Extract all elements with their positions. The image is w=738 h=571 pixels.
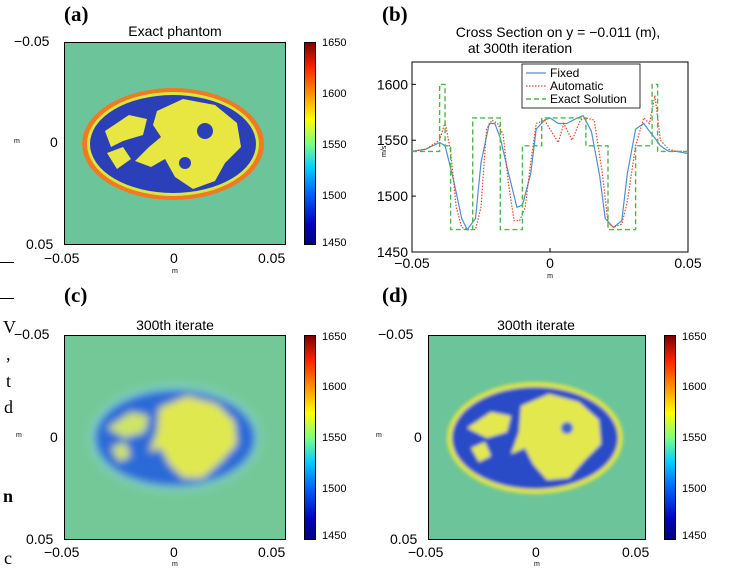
y-tick: 0.05	[26, 531, 54, 547]
colorbar-tick: 1600	[322, 381, 347, 393]
y-tick: −0.05	[14, 33, 50, 49]
cross-section-chart: 1450 1500 1550 1600 −0.05 0 0.05 m/s m Fixed Autom…	[374, 56, 714, 280]
y-tick: −0.05	[378, 326, 414, 342]
colorbar-tick: 1650	[682, 331, 707, 343]
series-line-2	[411, 95, 688, 231]
page-rule	[0, 262, 14, 263]
colorbar-tick: 1550	[322, 139, 347, 151]
text-fragment: t	[6, 371, 12, 391]
panel-c-title: 300th iterate	[136, 317, 214, 333]
x-tick: −0.05	[44, 544, 80, 560]
x-tick: 0.05	[258, 544, 286, 560]
colorbar-tick: 1550	[322, 432, 347, 444]
x-axis-label: m	[547, 273, 553, 280]
panel-letter-a: (a)	[64, 2, 89, 26]
y-tick: 0.05	[390, 531, 418, 547]
panel-d-title: 300th iterate	[497, 317, 575, 333]
x-axis-label: m	[172, 268, 178, 275]
text-fragment: ,	[6, 344, 11, 364]
y-tick: 0	[50, 429, 58, 445]
text-fragment: V	[3, 317, 16, 337]
y-axis-label: m	[376, 432, 382, 439]
x-tick: 0.05	[258, 250, 286, 266]
iterate-fixed-heatmap	[65, 336, 285, 539]
iterate-automatic-heatmap	[429, 336, 645, 539]
y-tick: −0.05	[14, 326, 50, 342]
y-tick-label: 1450	[377, 244, 408, 260]
colorbar-tick: 1650	[322, 37, 347, 49]
panel-letter-c: (c)	[64, 283, 88, 307]
legend-label: Fixed	[550, 66, 579, 80]
x-tick-label: −0.05	[394, 255, 430, 271]
text-fragment: d	[4, 397, 13, 417]
panel-letter-d: (d)	[382, 283, 408, 307]
x-tick: −0.05	[44, 250, 80, 266]
y-axis-label: m	[16, 432, 22, 439]
x-tick-label: 0	[546, 255, 554, 271]
colorbar-tick: 1450	[322, 530, 347, 542]
colorbar-tick: 1500	[322, 190, 347, 202]
x-tick: 0.05	[622, 544, 650, 560]
panel-d-image	[428, 335, 646, 540]
colorbar-tick: 1450	[322, 237, 347, 249]
y-axis-label: m/s	[381, 145, 388, 157]
colorbar-tick: 1450	[682, 530, 707, 542]
panel-b-title-line2: at 300th iteration	[467, 40, 573, 56]
y-tick: 0.05	[26, 236, 54, 252]
x-axis-label: m	[172, 561, 178, 568]
x-tick: 0	[532, 544, 540, 560]
page-rule	[0, 298, 14, 299]
colorbar-tick: 1500	[322, 483, 347, 495]
colorbar-tick: 1600	[682, 381, 707, 393]
text-fragment: n	[3, 486, 14, 506]
panel-a-title: Exact phantom	[128, 23, 222, 39]
cross-section-line-chart: 1450 1500 1550 1600 −0.05 0 0.05 m/s m FixedAutom…	[377, 61, 702, 280]
legend-label: Exact Solution	[550, 92, 627, 106]
text-fragment: c	[4, 548, 12, 568]
y-tick: 0	[50, 134, 58, 150]
colorbar	[664, 335, 676, 540]
colorbar	[304, 42, 316, 245]
panel-b-title-line1: Cross Section on y = −0.011 (m),	[455, 24, 661, 40]
y-tick-label: 1550	[377, 132, 408, 148]
colorbar-tick: 1550	[682, 432, 707, 444]
colorbar-tick: 1500	[682, 483, 707, 495]
series-line-3	[412, 83, 688, 231]
y-tick-label: 1600	[377, 76, 408, 92]
panel-a-image	[64, 42, 286, 245]
colorbar	[304, 335, 316, 540]
y-tick-label: 1500	[377, 188, 408, 204]
x-axis-label: m	[534, 561, 540, 568]
y-tick: 0	[414, 429, 422, 445]
panel-letter-b: (b)	[382, 2, 408, 26]
legend-label: Automatic	[550, 79, 603, 93]
x-tick: −0.05	[408, 544, 444, 560]
x-tick-label: 0.05	[674, 255, 701, 271]
x-tick: 0	[170, 250, 178, 266]
y-axis-label: m	[14, 138, 20, 145]
exact-phantom-heatmap	[65, 43, 285, 244]
x-tick: 0	[170, 544, 178, 560]
colorbar-tick: 1600	[322, 88, 347, 100]
colorbar-tick: 1650	[322, 331, 347, 343]
panel-c-image	[64, 335, 286, 540]
